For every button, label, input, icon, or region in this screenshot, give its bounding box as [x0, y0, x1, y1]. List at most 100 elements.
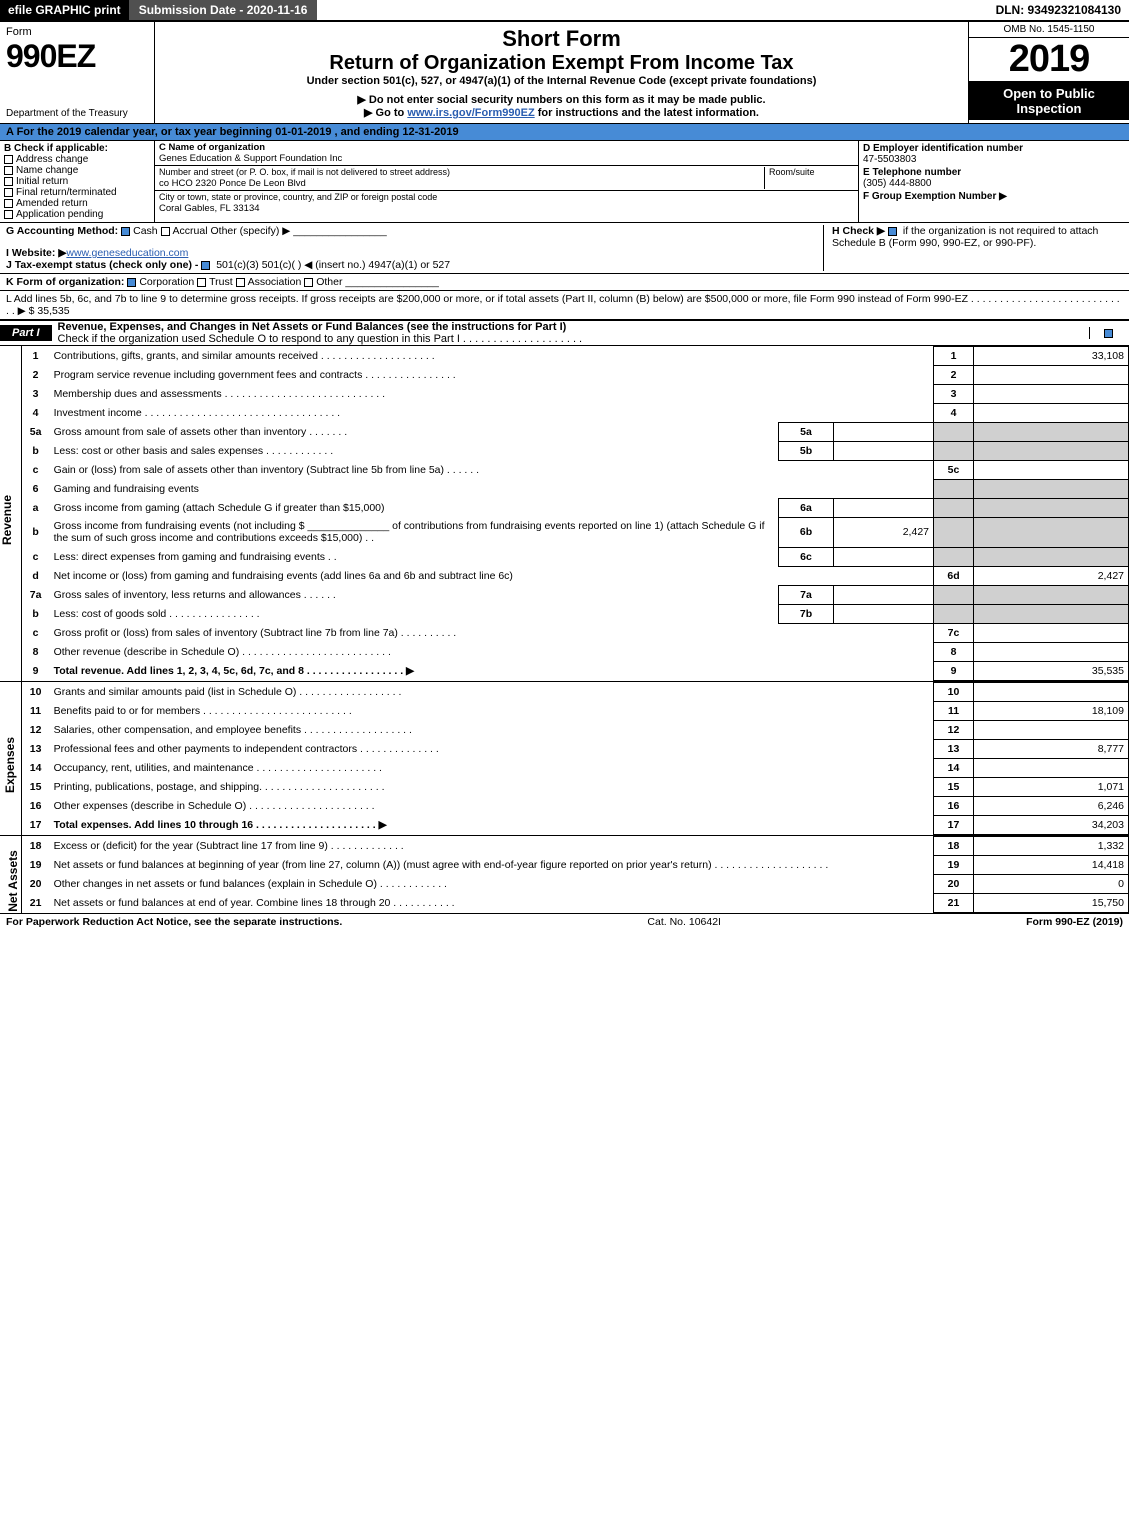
- table-row: 8Other revenue (describe in Schedule O) …: [22, 642, 1129, 661]
- c-name-label: C Name of organization: [159, 142, 265, 153]
- page-footer: For Paperwork Reduction Act Notice, see …: [0, 914, 1129, 930]
- line-number: 18: [22, 836, 50, 855]
- right-line-number: 14: [934, 758, 974, 777]
- checkbox-corp[interactable]: [127, 278, 136, 287]
- line-number: 10: [22, 682, 50, 701]
- sub-line-value: [834, 423, 934, 442]
- right-line-value: [974, 642, 1129, 661]
- line-description: Other revenue (describe in Schedule O) .…: [50, 642, 934, 661]
- org-name: Genes Education & Support Foundation Inc: [159, 153, 342, 164]
- checkbox-final[interactable]: [4, 188, 13, 197]
- checkbox-name-change[interactable]: [4, 166, 13, 175]
- line-description: Total revenue. Add lines 1, 2, 3, 4, 5c,…: [50, 661, 934, 680]
- row-l: L Add lines 5b, 6c, and 7b to line 9 to …: [0, 291, 1129, 320]
- line-description: Net assets or fund balances at end of ye…: [50, 893, 934, 912]
- right-line-number: 3: [934, 385, 974, 404]
- opt-pending: Application pending: [16, 209, 103, 220]
- line-description: Gross profit or (loss) from sales of inv…: [50, 623, 934, 642]
- line-description: Gross income from fundraising events (no…: [50, 517, 779, 547]
- line-description: Less: cost of goods sold . . . . . . . .…: [50, 604, 779, 623]
- j-label: J Tax-exempt status (check only one) -: [6, 259, 198, 271]
- right-line-value: [974, 366, 1129, 385]
- opt-name: Name change: [16, 165, 78, 176]
- right-line-value: 33,108: [974, 347, 1129, 366]
- right-line-number: 11: [934, 701, 974, 720]
- revenue-side-label: Revenue: [0, 346, 22, 681]
- line-description: Other expenses (describe in Schedule O) …: [50, 796, 934, 815]
- website-link[interactable]: www.geneseducation.com: [66, 247, 188, 259]
- under-section: Under section 501(c), 527, or 4947(a)(1)…: [165, 75, 958, 87]
- expenses-section: Expenses 10Grants and similar amounts pa…: [0, 682, 1129, 836]
- sub-line-value: [834, 547, 934, 566]
- right-line-number: 20: [934, 874, 974, 893]
- checkbox-pending[interactable]: [4, 210, 13, 219]
- right-line-number: 17: [934, 815, 974, 834]
- line-description: Excess or (deficit) for the year (Subtra…: [50, 836, 934, 855]
- table-row: 1Contributions, gifts, grants, and simil…: [22, 347, 1129, 366]
- right-line-number: 6d: [934, 566, 974, 585]
- line-description: Gross sales of inventory, less returns a…: [50, 585, 779, 604]
- right-line-value: [974, 461, 1129, 480]
- line-description: Net assets or fund balances at beginning…: [50, 855, 934, 874]
- row-a-tax-year: A For the 2019 calendar year, or tax yea…: [0, 124, 1129, 141]
- right-val-shaded: [974, 423, 1129, 442]
- k-label: K Form of organization:: [6, 276, 124, 288]
- line-description: Less: direct expenses from gaming and fu…: [50, 547, 779, 566]
- g-cash: Cash: [133, 225, 158, 237]
- form-word: Form: [6, 26, 148, 38]
- checkbox-h[interactable]: [888, 227, 897, 236]
- k-other: Other: [316, 276, 342, 288]
- sub-line-number: 5a: [779, 423, 834, 442]
- checkbox-other[interactable]: [304, 278, 313, 287]
- sub-line-number: 6a: [779, 498, 834, 517]
- checkbox-amended[interactable]: [4, 199, 13, 208]
- part-i-label: Part I: [0, 325, 52, 341]
- right-val-shaded: [974, 517, 1129, 547]
- footer-left: For Paperwork Reduction Act Notice, see …: [6, 916, 342, 928]
- line-description: Printing, publications, postage, and shi…: [50, 777, 934, 796]
- form-number: 990EZ: [6, 38, 148, 75]
- schedule-o-check-cell: [1089, 327, 1129, 339]
- checkbox-cash[interactable]: [121, 227, 130, 236]
- right-line-number: 7c: [934, 623, 974, 642]
- checkbox-address-change[interactable]: [4, 155, 13, 164]
- sub-line-value: [834, 442, 934, 461]
- right-line-value: [974, 404, 1129, 423]
- right-val-shaded: [974, 547, 1129, 566]
- table-row: 12Salaries, other compensation, and empl…: [22, 720, 1129, 739]
- sub-line-number: 7a: [779, 585, 834, 604]
- b-label: B Check if applicable:: [4, 143, 108, 154]
- irs-link[interactable]: www.irs.gov/Form990EZ: [407, 107, 534, 119]
- efile-print-button[interactable]: efile GRAPHIC print: [0, 0, 129, 20]
- checkbox-assoc[interactable]: [236, 278, 245, 287]
- checkbox-initial[interactable]: [4, 177, 13, 186]
- org-street: co HCO 2320 Ponce De Leon Blvd: [159, 178, 306, 189]
- submission-date-label: Submission Date - 2020-11-16: [129, 0, 318, 20]
- checkbox-501c3[interactable]: [201, 261, 210, 270]
- right-line-value: [974, 720, 1129, 739]
- net-assets-section: Net Assets 18Excess or (deficit) for the…: [0, 836, 1129, 914]
- line-number: b: [22, 604, 50, 623]
- table-row: 13Professional fees and other payments t…: [22, 739, 1129, 758]
- right-num-shaded: [934, 517, 974, 547]
- f-label: F Group Exemption Number ▶: [863, 191, 1007, 202]
- line-number: 14: [22, 758, 50, 777]
- line-number: b: [22, 517, 50, 547]
- table-row: cGain or (loss) from sale of assets othe…: [22, 461, 1129, 480]
- table-row: 6Gaming and fundraising events: [22, 480, 1129, 499]
- k-trust: Trust: [209, 276, 233, 288]
- sub-line-number: 5b: [779, 442, 834, 461]
- g-label: G Accounting Method:: [6, 225, 118, 237]
- checkbox-accrual[interactable]: [161, 227, 170, 236]
- g-other: Other (specify) ▶: [210, 225, 290, 237]
- g-accrual: Accrual: [173, 225, 208, 237]
- table-row: cGross profit or (loss) from sales of in…: [22, 623, 1129, 642]
- checkbox-schedule-o[interactable]: [1104, 329, 1113, 338]
- checkbox-trust[interactable]: [197, 278, 206, 287]
- right-val-shaded: [974, 585, 1129, 604]
- header-center: Short Form Return of Organization Exempt…: [155, 22, 969, 123]
- right-line-number: 19: [934, 855, 974, 874]
- right-num-shaded: [934, 423, 974, 442]
- d-label: D Employer identification number: [863, 143, 1023, 154]
- line-description: Gaming and fundraising events: [50, 480, 934, 499]
